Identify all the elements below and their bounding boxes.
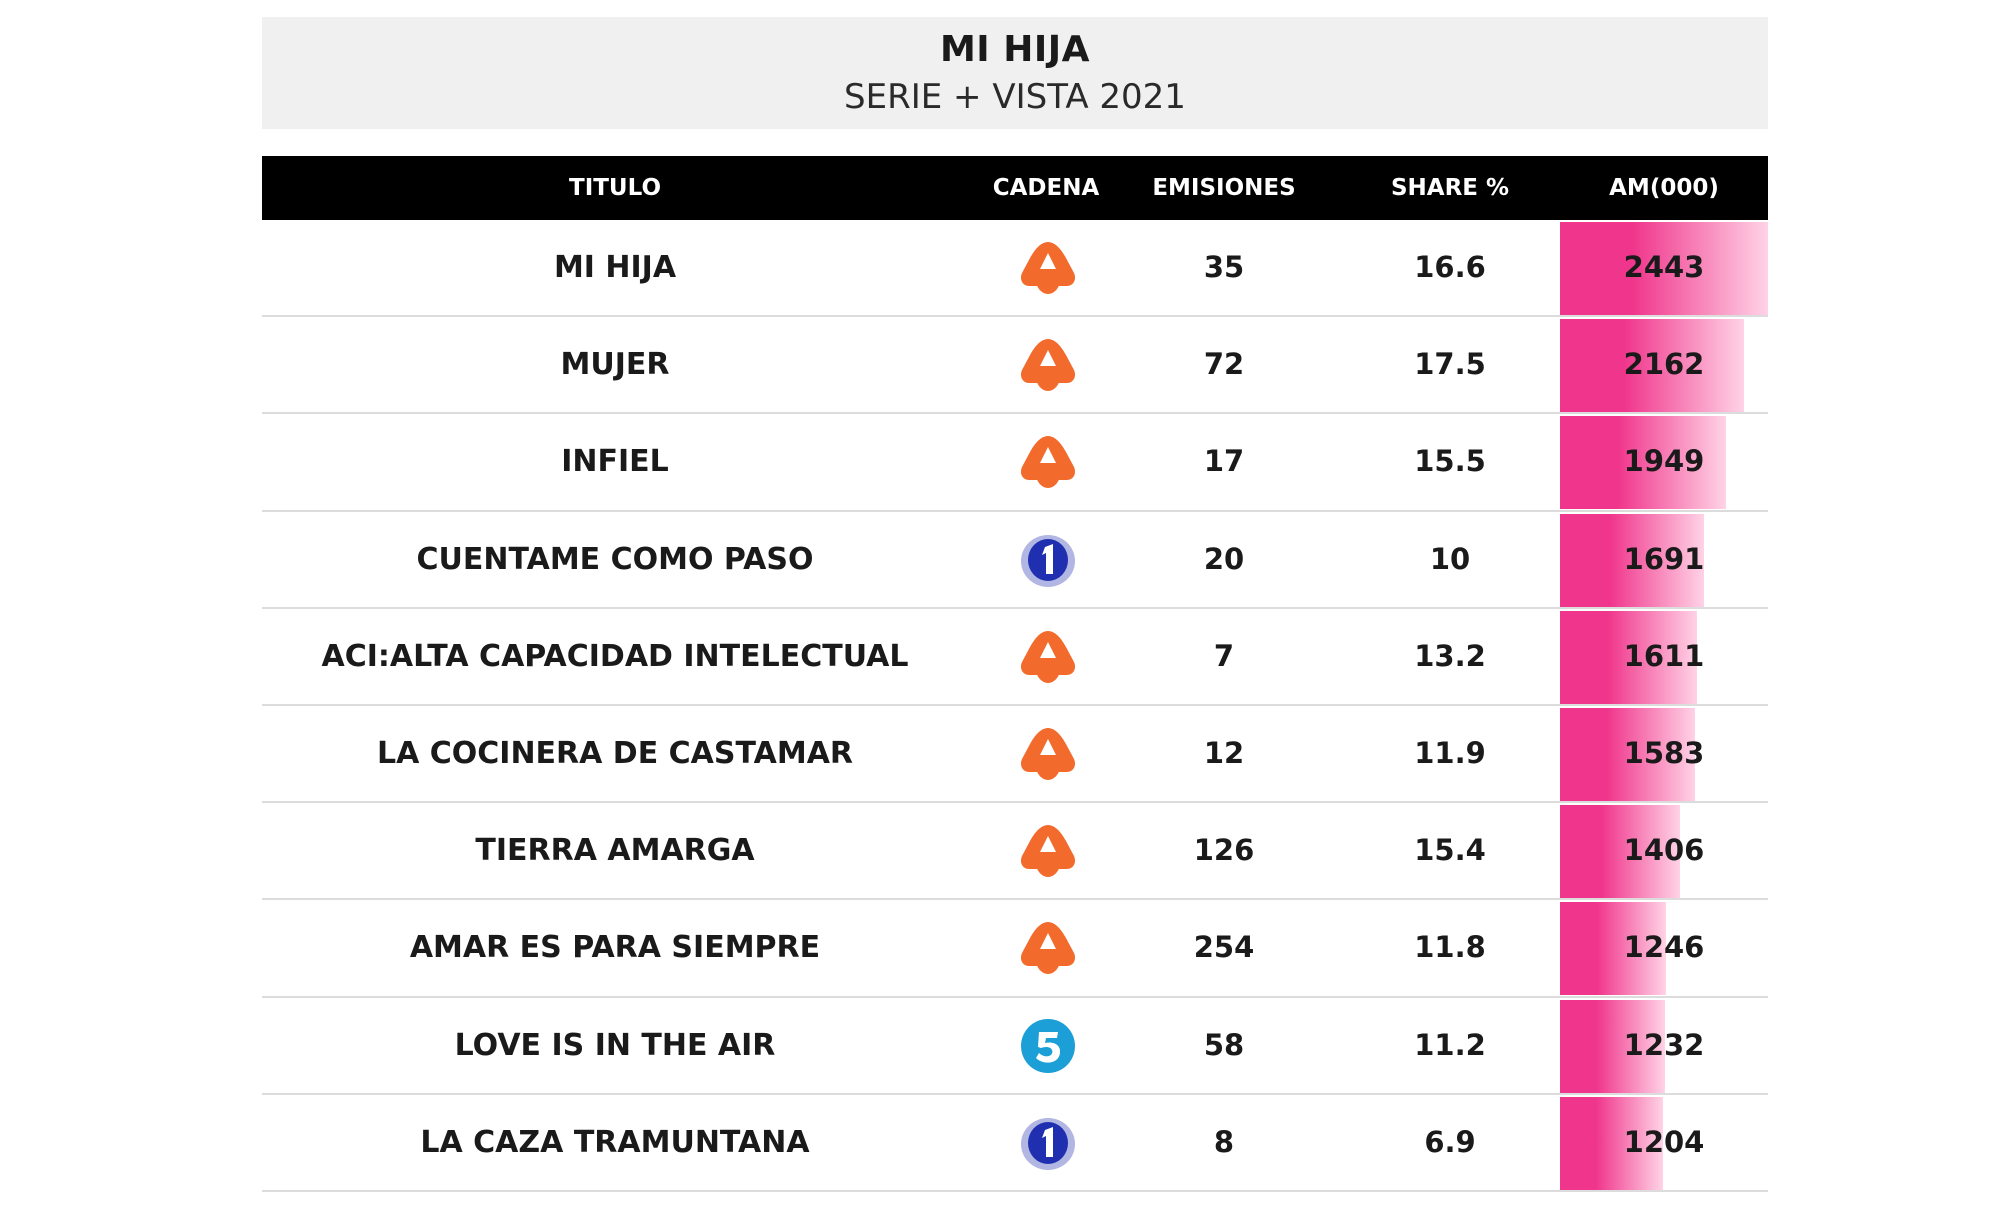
cell-titulo: LOVE IS IN THE AIR	[454, 1027, 776, 1063]
column-header-am: AM(000)	[1609, 175, 1719, 201]
la1-logo-icon	[1017, 531, 1079, 589]
table-row: MUJER 72 17.5 2162	[262, 317, 1768, 415]
table-body: MI HIJA 35 16.6 2443 MUJER 72 17.5 2162 INFIEL 17…	[262, 220, 1768, 1192]
cell-am: 1246	[1623, 930, 1705, 965]
column-header-cadena: CADENA	[992, 175, 1100, 201]
cell-titulo: AMAR ES PARA SIEMPRE	[409, 930, 821, 966]
cell-share: 10	[1429, 541, 1471, 576]
cell-am: 1583	[1623, 736, 1705, 770]
antena3-logo-icon	[1017, 822, 1079, 880]
am-bar	[1560, 610, 1698, 704]
ratings-table: TITULO CADENA EMISIONES SHARE % AM(000) …	[262, 156, 1768, 1192]
am-bar	[1560, 513, 1704, 607]
am-bar	[1560, 999, 1665, 1093]
cell-am: 2162	[1623, 347, 1705, 382]
chart-subtitle: SERIE + VISTA 2021	[844, 77, 1186, 117]
am-bar	[1560, 805, 1680, 899]
am-bar	[1560, 319, 1745, 413]
table-row: LA CAZA TRAMUNTANA 8 6.9 1204	[262, 1095, 1768, 1192]
cell-titulo: ACI:ALTA CAPACIDAD INTELECTUAL	[321, 638, 909, 674]
cell-share: 17.5	[1414, 347, 1486, 382]
column-header-share: SHARE %	[1390, 175, 1510, 201]
cell-cadena	[968, 512, 1124, 607]
cell-emisiones: 35	[1203, 250, 1245, 284]
cell-cadena	[968, 1095, 1124, 1190]
cell-cadena	[968, 609, 1124, 704]
cell-am: 2443	[1623, 250, 1705, 284]
table-row: MI HIJA 35 16.6 2443	[262, 220, 1768, 318]
cell-emisiones: 72	[1203, 347, 1245, 382]
antena3-logo-icon	[1017, 433, 1079, 491]
cell-emisiones: 58	[1203, 1027, 1245, 1062]
cell-am: 1949	[1623, 444, 1705, 479]
am-bar	[1560, 222, 1768, 315]
table-row: ACI:ALTA CAPACIDAD INTELECTUAL 7 13.2 1611	[262, 609, 1768, 706]
table-row: LOVE IS IN THE AIR 58 11.2 1232	[262, 998, 1768, 1095]
cell-am: 1611	[1623, 638, 1705, 673]
cell-share: 6.9	[1424, 1124, 1476, 1159]
cell-am: 1406	[1623, 833, 1705, 868]
cell-titulo: CUENTAME COMO PASO	[416, 541, 814, 577]
antena3-logo-icon	[1017, 628, 1079, 686]
cell-titulo: TIERRA AMARGA	[475, 833, 755, 869]
cell-cadena	[968, 998, 1124, 1093]
cell-cadena	[968, 706, 1124, 801]
table-row: CUENTAME COMO PASO 20 10 1691	[262, 512, 1768, 609]
antena3-logo-icon	[1017, 239, 1079, 297]
cell-cadena	[968, 414, 1124, 509]
cell-titulo: MUJER	[560, 347, 670, 383]
cell-am: 1691	[1623, 541, 1705, 576]
cell-share: 11.8	[1414, 930, 1486, 965]
am-bar	[1560, 1096, 1663, 1190]
cell-share: 16.6	[1414, 250, 1486, 284]
table-row: INFIEL 17 15.5 1949	[262, 414, 1768, 512]
table-row: LA COCINERA DE CASTAMAR 12 11.9 1583	[262, 706, 1768, 804]
cell-titulo: LA COCINERA DE CASTAMAR	[376, 736, 854, 771]
la1-logo-icon	[1017, 1114, 1079, 1172]
column-header-titulo: TITULO	[569, 175, 661, 201]
cell-titulo: MI HIJA	[553, 250, 677, 285]
cell-emisiones: 17	[1203, 444, 1245, 479]
cell-share: 15.5	[1414, 444, 1486, 479]
table-row: AMAR ES PARA SIEMPRE 254 11.8 1246	[262, 900, 1768, 998]
table-row: TIERRA AMARGA 126 15.4 1406	[262, 803, 1768, 901]
column-header-emisiones: EMISIONES	[1152, 175, 1296, 201]
table-header: TITULO CADENA EMISIONES SHARE % AM(000)	[262, 156, 1768, 220]
cell-am: 1232	[1623, 1027, 1705, 1062]
cell-share: 11.9	[1414, 736, 1486, 770]
cell-cadena	[968, 220, 1124, 315]
am-bar	[1560, 708, 1695, 801]
cell-emisiones: 8	[1213, 1124, 1235, 1159]
cell-am: 1204	[1623, 1124, 1705, 1159]
am-bar	[1560, 416, 1726, 510]
cell-cadena	[968, 803, 1124, 898]
cell-titulo: LA CAZA TRAMUNTANA	[420, 1124, 810, 1160]
am-bar	[1560, 902, 1667, 996]
cell-emisiones: 254	[1193, 930, 1255, 965]
cell-titulo: INFIEL	[561, 444, 669, 480]
chart-header: MI HIJA SERIE + VISTA 2021	[262, 17, 1768, 129]
chart-title: MI HIJA	[939, 29, 1091, 70]
antena3-logo-icon	[1017, 725, 1079, 783]
cell-emisiones: 7	[1213, 638, 1235, 673]
cell-cadena	[968, 900, 1124, 995]
cell-cadena	[968, 317, 1124, 412]
cell-emisiones: 126	[1193, 833, 1255, 868]
antena3-logo-icon	[1017, 919, 1079, 977]
telecinco-logo-icon	[1017, 1017, 1079, 1075]
cell-share: 13.2	[1414, 638, 1486, 673]
antena3-logo-icon	[1017, 336, 1079, 394]
cell-share: 11.2	[1414, 1027, 1486, 1062]
cell-emisiones: 20	[1203, 541, 1245, 576]
cell-share: 15.4	[1414, 833, 1486, 868]
cell-emisiones: 12	[1203, 736, 1245, 770]
